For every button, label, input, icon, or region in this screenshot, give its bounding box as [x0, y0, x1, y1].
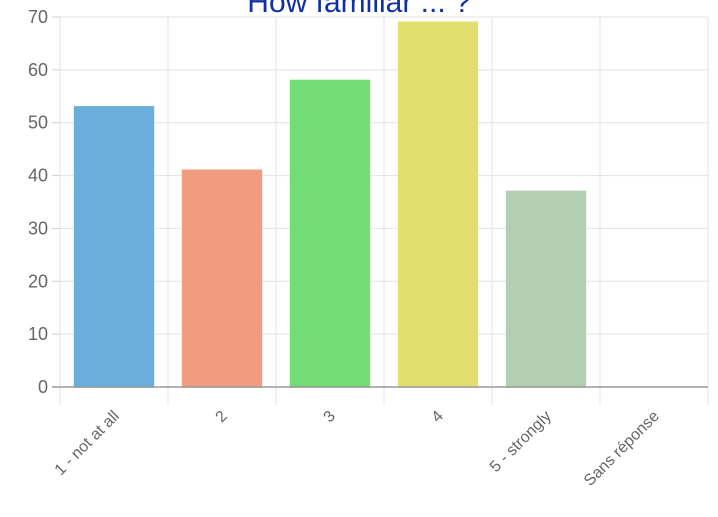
bars	[73, 21, 587, 388]
bar-4	[505, 190, 587, 388]
x-tick-label: 1 - not at all	[52, 408, 123, 479]
y-tick-label: 60	[28, 60, 48, 80]
y-tick-label: 0	[38, 377, 48, 397]
x-tick-label: 5 - strongly	[487, 408, 555, 476]
x-tick-label: 3	[321, 408, 339, 426]
bar-3	[397, 21, 479, 388]
bar-1	[181, 169, 263, 388]
y-tick-label: 20	[28, 271, 48, 291]
x-tick-label: 4	[429, 408, 447, 426]
y-tick-label: 10	[28, 324, 48, 344]
y-tick-labels: 0 10 20 30 40 50 60 70	[28, 7, 48, 397]
x-tick-label: 2	[213, 408, 231, 426]
x-tick-label: Sans réponse	[581, 408, 663, 490]
chart-title: How familiar ... ?	[247, 0, 471, 19]
x-tick-labels: 1 - not at all 2 3 4 5 - strongly Sans répons…	[52, 408, 663, 490]
y-tick-label: 50	[28, 113, 48, 133]
y-tick-label: 30	[28, 218, 48, 238]
y-tick-label: 70	[28, 7, 48, 27]
grid-lines	[52, 16, 709, 405]
y-tick-label: 40	[28, 166, 48, 186]
bar-0	[73, 106, 155, 388]
bar-2	[289, 79, 371, 388]
